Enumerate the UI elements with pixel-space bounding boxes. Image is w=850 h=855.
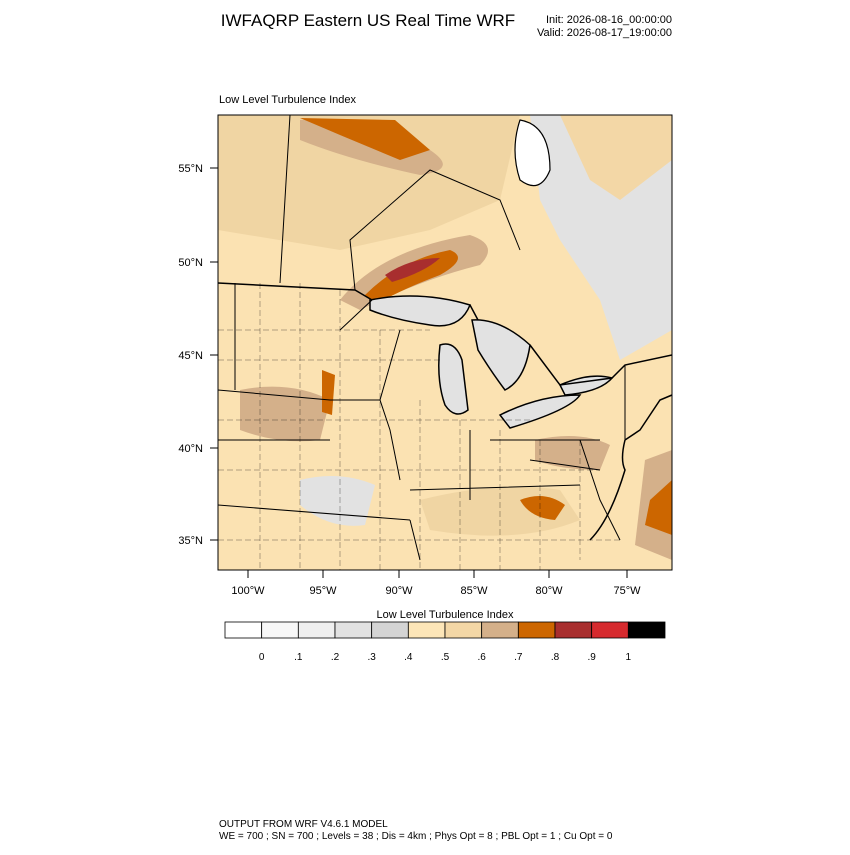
valid-time: Valid: 2026-08-17_19:00:00 <box>537 27 672 39</box>
colorbar-box <box>297 621 336 639</box>
county-lines <box>218 283 620 570</box>
colorbar-label: .8 <box>551 652 560 663</box>
field-shade <box>645 480 672 535</box>
colorbar-title: Low Level Turbulence Index <box>377 609 514 621</box>
colorbar-label: .2 <box>331 652 340 663</box>
coastline <box>589 394 672 541</box>
field-shade <box>560 115 672 200</box>
colorbar-box <box>517 621 556 639</box>
lon-label: 80°W <box>535 585 563 597</box>
state-borders <box>218 115 626 561</box>
colorbar-box <box>407 621 446 639</box>
colorbar-label: .9 <box>587 652 596 663</box>
colorbar-label: .4 <box>404 652 413 663</box>
field-shade <box>300 476 375 526</box>
map <box>217 114 673 571</box>
lat-label: 35°N <box>178 535 203 547</box>
colorbar-label: .1 <box>294 652 303 663</box>
field-shade <box>520 496 565 520</box>
colorbar-box <box>444 621 483 639</box>
lon-label: 95°W <box>309 585 337 597</box>
lon-label: 100°W <box>231 585 265 597</box>
footer-line: OUTPUT FROM WRF V4.6.1 MODEL <box>219 819 388 830</box>
colorbar-label: .6 <box>477 652 486 663</box>
field-shade <box>218 115 520 250</box>
field-shade <box>535 436 610 470</box>
map-subtitle: Low Level Turbulence Index <box>219 94 356 106</box>
lake-superior <box>369 295 472 327</box>
lat-label: 45°N <box>178 350 203 362</box>
lat-label: 50°N <box>178 257 203 269</box>
colorbar-box <box>334 621 373 639</box>
colorbar-box <box>371 621 409 639</box>
lat-label: 40°N <box>178 443 203 455</box>
colorbar-box <box>224 621 263 639</box>
field-shade <box>385 258 440 282</box>
map-frame <box>217 114 673 571</box>
field-shade <box>240 386 330 442</box>
colorbar-label: .5 <box>441 652 450 663</box>
field-shade <box>300 118 430 160</box>
title: IWFAQRP Eastern US Real Time WRF <box>221 11 515 30</box>
colorbar-box <box>554 621 593 639</box>
colorbar-label: .3 <box>367 652 376 663</box>
lon-label: 85°W <box>460 585 488 597</box>
lat-label: 55°N <box>178 163 203 175</box>
lake-michigan <box>438 343 469 415</box>
lake-erie <box>498 394 582 429</box>
colorbar: 0 .1 .2 .3 .4 .5 .6 .7 .8 .9 1 <box>224 621 666 663</box>
lon-label: 90°W <box>385 585 413 597</box>
colorbar-label: 0 <box>259 652 265 663</box>
colorbar-box <box>591 621 629 639</box>
colorbar-box <box>627 621 666 639</box>
hudson-bay <box>514 119 551 187</box>
lake-huron <box>471 319 531 391</box>
init-time: Init: 2026-08-16_00:00:00 <box>546 14 672 26</box>
field-shade <box>322 370 335 415</box>
field-shade <box>365 250 458 305</box>
colorbar-label: 1 <box>626 652 632 663</box>
map-ticks: 55°N 50°N 45°N 40°N 35°N 100°W 95°W 90°W 85°W 80°… <box>178 163 641 597</box>
colorbar-label: .7 <box>514 652 523 663</box>
lon-label: 75°W <box>613 585 641 597</box>
colorbar-box <box>481 621 519 639</box>
colorbar-box <box>261 621 299 639</box>
footer-line: WE = 700 ; SN = 700 ; Levels = 38 ; Dis … <box>219 831 613 842</box>
